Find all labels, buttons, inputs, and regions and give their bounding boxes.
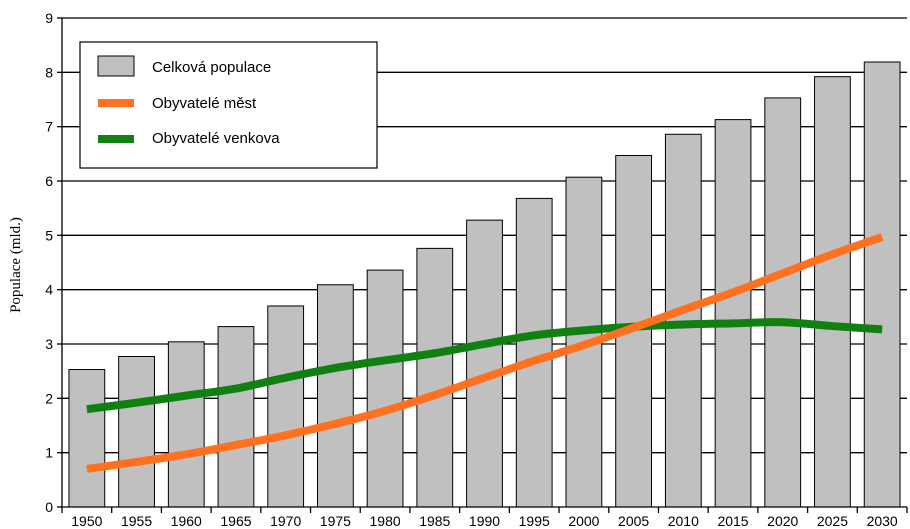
x-tick-label-1950: 1950 [71, 513, 102, 529]
x-tick-label-1965: 1965 [220, 513, 251, 529]
legend-swatch-rural [98, 135, 134, 143]
bar-2025 [814, 76, 851, 508]
bar-2020 [764, 97, 802, 508]
x-tick-label-1960: 1960 [171, 513, 202, 529]
x-tick-label-1955: 1955 [121, 513, 152, 529]
y-tick-label-3: 3 [45, 336, 53, 352]
x-tick-label-2030: 2030 [867, 513, 898, 529]
x-tick-label-1990: 1990 [469, 513, 500, 529]
bar-1950 [68, 369, 106, 508]
x-tick-label-1985: 1985 [419, 513, 450, 529]
legend-label-urban: Obyvatelé měst [152, 95, 257, 112]
x-tick-label-1970: 1970 [270, 513, 301, 529]
x-tick-label-2015: 2015 [717, 513, 748, 529]
bars [68, 61, 901, 508]
y-tick-label-5: 5 [45, 227, 53, 243]
y-tick-label-2: 2 [45, 390, 53, 406]
bar-1985 [416, 247, 454, 508]
y-tick-label-0: 0 [45, 499, 53, 515]
bar-1990 [466, 219, 503, 508]
legend-label-total: Celková populace [152, 59, 271, 76]
legend-swatch-total [97, 55, 135, 77]
y-tick-label-4: 4 [45, 282, 53, 298]
x-tick-label-2020: 2020 [767, 513, 798, 529]
x-tick-label-2010: 2010 [668, 513, 699, 529]
x-tick-label-2000: 2000 [568, 513, 599, 529]
x-tick-label-1980: 1980 [370, 513, 401, 529]
bar-2030 [863, 61, 901, 508]
y-axis-label: Populace (mld.) [8, 217, 24, 313]
tick-labels: 0 1 2 3 4 5 6 7 8 9 1950 1955 1960 1965 1970 1975 1980 19… [45, 10, 898, 529]
y-tick-label-9: 9 [45, 10, 53, 26]
bar-2015 [714, 119, 752, 508]
series-lines [86, 233, 884, 473]
legend-swatch-urban [98, 99, 134, 107]
x-tick-label-2025: 2025 [817, 513, 848, 529]
line-urban [86, 233, 884, 473]
bar-1995 [515, 197, 553, 508]
legend: Celková populace Obyvatelé měst Obyvatel… [79, 41, 378, 169]
bar-1980 [366, 269, 404, 508]
x-tick-label-1975: 1975 [320, 513, 351, 529]
axes [57, 17, 908, 513]
y-tick-label-1: 1 [45, 445, 53, 461]
x-tick-label-2005: 2005 [618, 513, 649, 529]
y-tick-label-8: 8 [45, 64, 53, 80]
y-tick-label-7: 7 [45, 119, 53, 135]
line-rural [86, 318, 883, 414]
bar-1975 [316, 284, 354, 508]
bar-1955 [118, 355, 155, 508]
bar-1970 [267, 305, 305, 508]
x-tick-label-1995: 1995 [519, 513, 550, 529]
legend-label-rural: Obyvatelé venkova [152, 130, 280, 147]
y-tick-label-6: 6 [45, 173, 53, 189]
bar-1965 [217, 326, 255, 508]
bar-1960 [167, 341, 205, 508]
